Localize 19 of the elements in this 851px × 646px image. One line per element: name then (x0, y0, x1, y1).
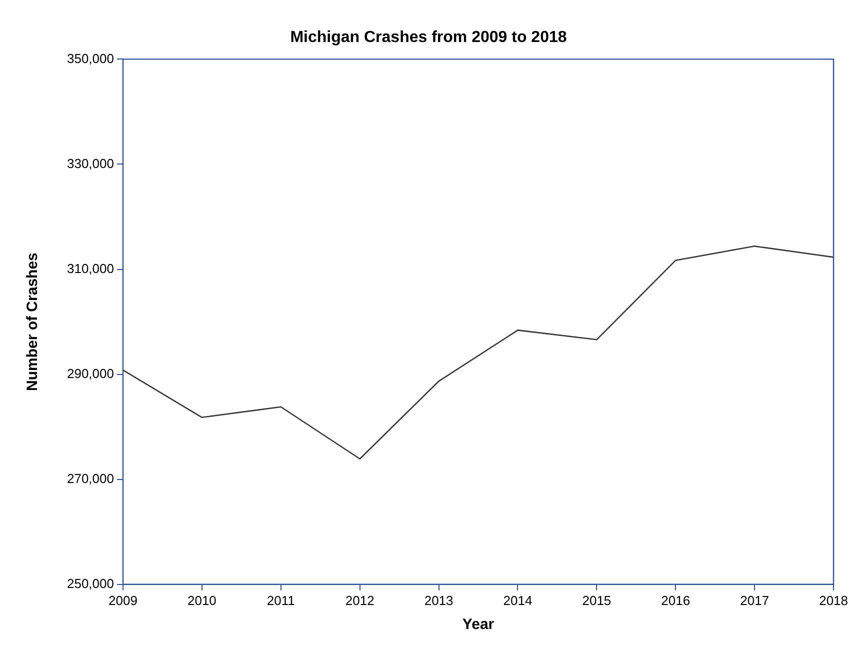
x-tick-label: 2016 (661, 592, 690, 608)
y-tick-label: 290,000 (66, 366, 114, 381)
x-tick-label: 2010 (187, 592, 216, 608)
x-tick-label: 2017 (740, 592, 770, 608)
x-tick-label: 2018 (819, 592, 848, 608)
y-tick-label: 330,000 (66, 156, 114, 171)
y-tick-label: 270,000 (66, 470, 114, 486)
y-tick-label: 250,000 (66, 576, 114, 591)
x-tick-label: 2011 (266, 592, 295, 608)
y-tick-label: 310,000 (66, 260, 114, 276)
x-tick-label: 2013 (424, 592, 454, 608)
x-axis-title: Year (462, 616, 494, 634)
chart-title: Michigan Crashes from 2009 to 2018 (290, 29, 567, 46)
x-tick-label: 2014 (503, 592, 532, 608)
x-tick-label: 2009 (108, 592, 138, 608)
x-tick-label: 2015 (582, 592, 612, 608)
y-tick-label: 350,000 (66, 50, 114, 66)
y-axis-title: Number of Crashes (24, 252, 42, 391)
x-tick-label: 2012 (345, 592, 374, 608)
